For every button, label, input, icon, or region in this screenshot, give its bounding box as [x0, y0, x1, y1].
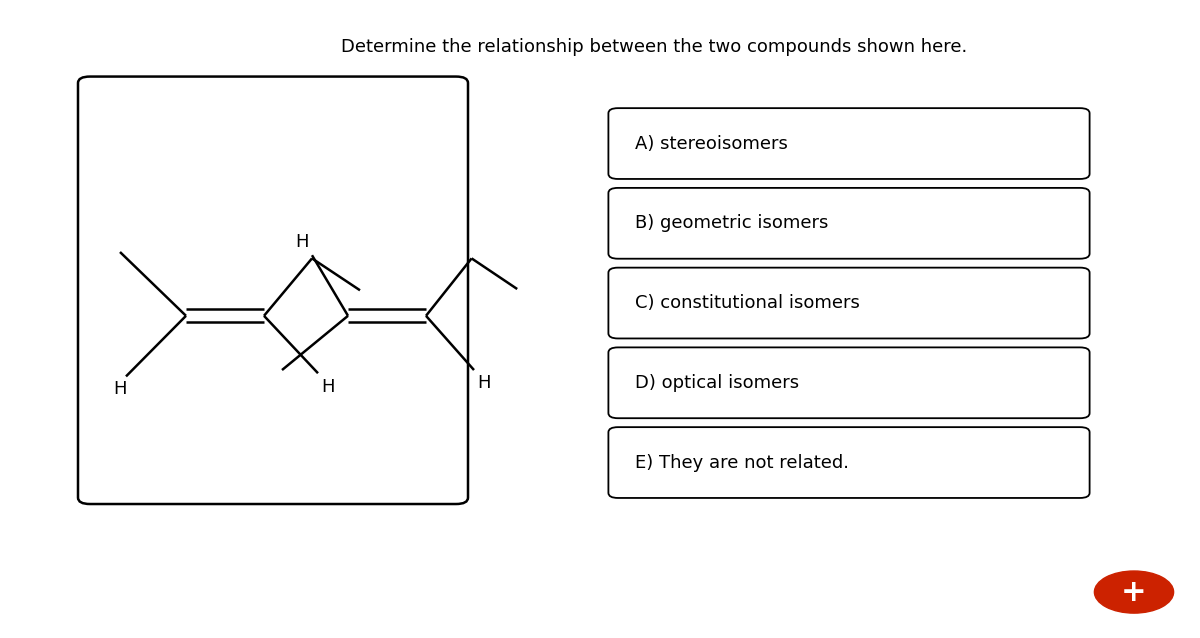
FancyBboxPatch shape [608, 427, 1090, 498]
Text: E) They are not related.: E) They are not related. [635, 454, 848, 471]
Text: H: H [476, 374, 491, 392]
FancyBboxPatch shape [608, 108, 1090, 179]
Text: +: + [1121, 577, 1147, 607]
FancyBboxPatch shape [608, 188, 1090, 259]
Text: D) optical isomers: D) optical isomers [635, 374, 799, 392]
Text: A) stereoisomers: A) stereoisomers [635, 135, 787, 152]
FancyBboxPatch shape [78, 77, 468, 504]
Text: H: H [113, 380, 127, 398]
Circle shape [1094, 571, 1174, 613]
Text: H: H [320, 378, 335, 396]
Text: Determine the relationship between the two compounds shown here.: Determine the relationship between the t… [341, 38, 967, 56]
FancyBboxPatch shape [608, 268, 1090, 338]
Text: B) geometric isomers: B) geometric isomers [635, 214, 828, 232]
Text: C) constitutional isomers: C) constitutional isomers [635, 294, 859, 312]
FancyBboxPatch shape [608, 347, 1090, 419]
Text: H: H [295, 234, 310, 251]
